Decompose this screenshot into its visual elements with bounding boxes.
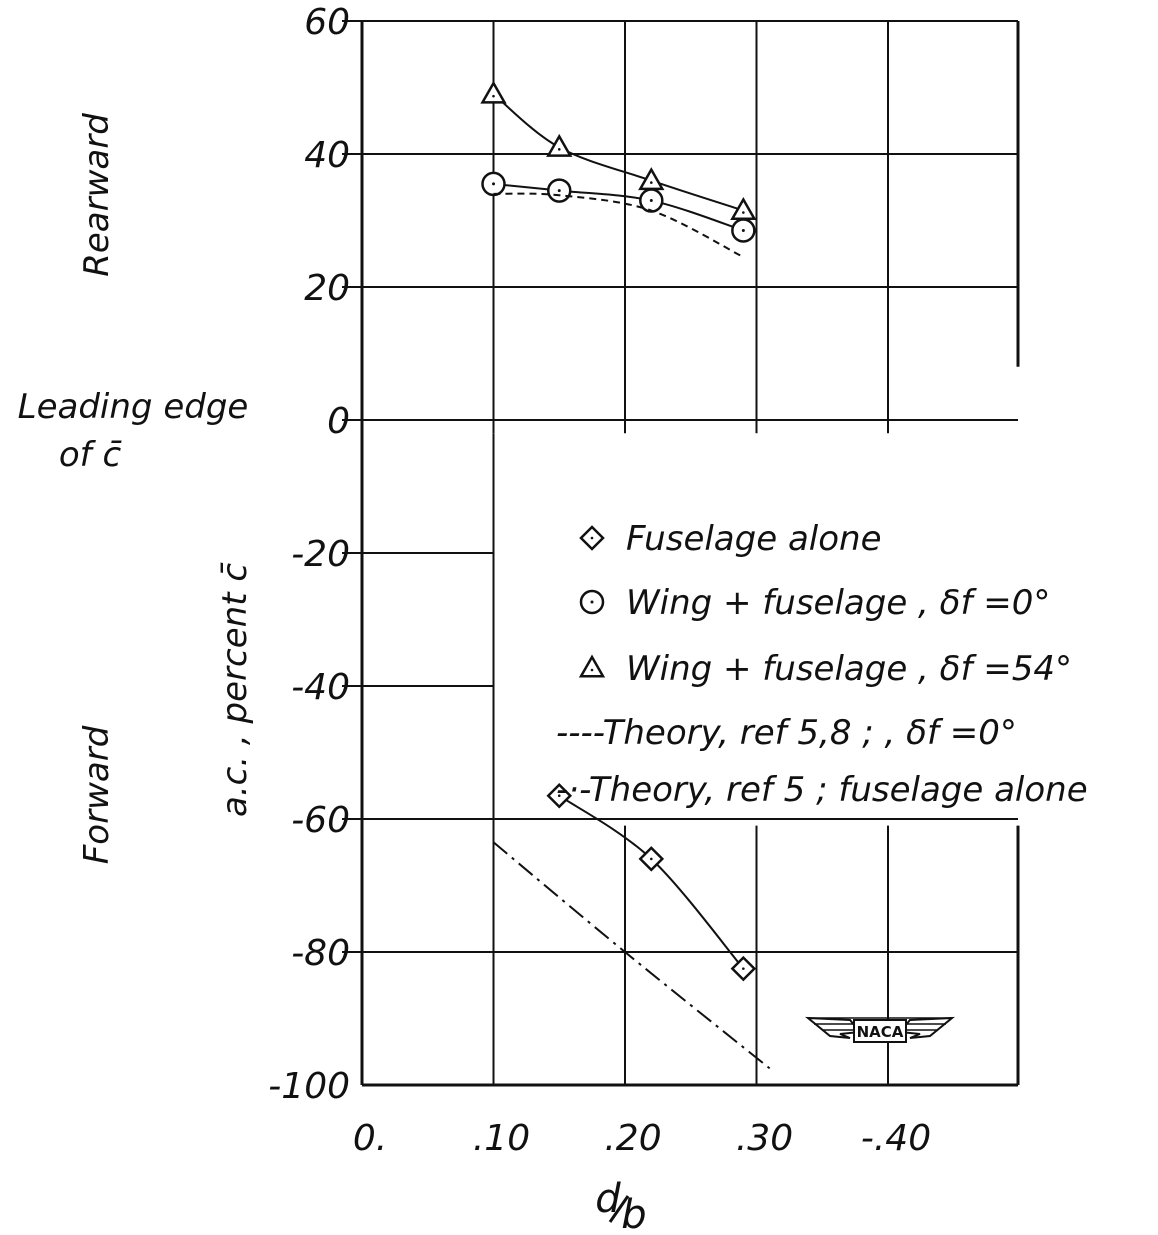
data-point-triangle-dot: [742, 211, 745, 214]
x-tick-label: .20: [604, 1118, 661, 1159]
legend-marker-triangle-dot: [590, 668, 594, 672]
x-tick-label: 0.: [353, 1118, 387, 1159]
data-point-triangle-dot: [650, 181, 653, 184]
series-theory-ref-5-8-line: [493, 192, 744, 258]
legend: Fuselage alone Wing + fuselage , δf =0° Wi…: [556, 519, 1088, 810]
legend-marker-diamond-dot: [590, 536, 594, 540]
data-point-circle-dot: [649, 199, 653, 203]
y-tick-label: -100: [268, 1066, 350, 1107]
naca-logo-text: NACA: [857, 1023, 904, 1041]
series-triangle-curve: [492, 93, 744, 212]
y-tick-label: 0: [327, 401, 350, 442]
forward-label: Forward: [77, 725, 117, 864]
legend-label: Fuselage alone: [626, 519, 882, 559]
naca-logo: NACA: [805, 1016, 955, 1043]
legend-label: ----Theory, ref 5,8 ; , δf =0°: [556, 713, 1017, 753]
series-theory-ref-5-line: [492, 841, 771, 1070]
y-tick-label: -40: [291, 667, 350, 708]
x-axis-label-d: d: [595, 1176, 621, 1222]
series-diamond-curve: [558, 794, 745, 970]
y-tick-label: -60: [291, 800, 350, 841]
data-point-circle-dot: [492, 182, 495, 186]
y-tick-label: 40: [304, 135, 350, 176]
chart-grid: [342, 20, 1020, 1087]
legend-marker-triangle: [578, 654, 606, 678]
y-tick-label: -20: [291, 534, 350, 575]
x-axis-label-slash: [608, 1195, 630, 1223]
y-axis-label: a.c. , percent c̄: [215, 562, 255, 817]
data-point-triangle: [730, 197, 757, 221]
data-point-diamond-dot: [742, 967, 745, 970]
data-point-triangle: [546, 133, 573, 157]
leading-edge-label-line2: of c̄: [59, 435, 122, 475]
legend-label: -·-Theory, ref 5 ; fuselage alone: [556, 770, 1088, 810]
y-tick-label: 60: [304, 2, 350, 43]
leading-edge-label-line1: Leading edge: [18, 387, 249, 427]
data-point-triangle: [638, 167, 665, 191]
data-point-triangle: [480, 80, 507, 104]
y-tick-label: 20: [304, 268, 350, 309]
data-point-diamond-dot: [557, 794, 561, 798]
data-point-circle-dot: [557, 189, 561, 193]
plot-area: [480, 80, 771, 1070]
legend-label: Wing + fuselage , δf =54°: [626, 649, 1072, 689]
legend-label: Wing + fuselage , δf =0°: [626, 583, 1050, 623]
x-tick-label: .10: [473, 1118, 530, 1159]
data-point-diamond-dot: [650, 857, 653, 861]
y-tick-label: -80: [291, 933, 350, 974]
x-tick-label: .30: [736, 1118, 793, 1159]
x-axis-label-b: b: [621, 1192, 646, 1235]
series-circle-curve: [493, 182, 744, 232]
legend-marker-circle-dot: [590, 600, 594, 604]
data-point-circle-dot: [741, 228, 745, 232]
rearward-label: Rearward: [77, 113, 117, 277]
data-point-triangle-dot: [557, 148, 561, 151]
x-tick-label: -.40: [861, 1118, 931, 1159]
data-point-triangle-dot: [492, 94, 495, 98]
